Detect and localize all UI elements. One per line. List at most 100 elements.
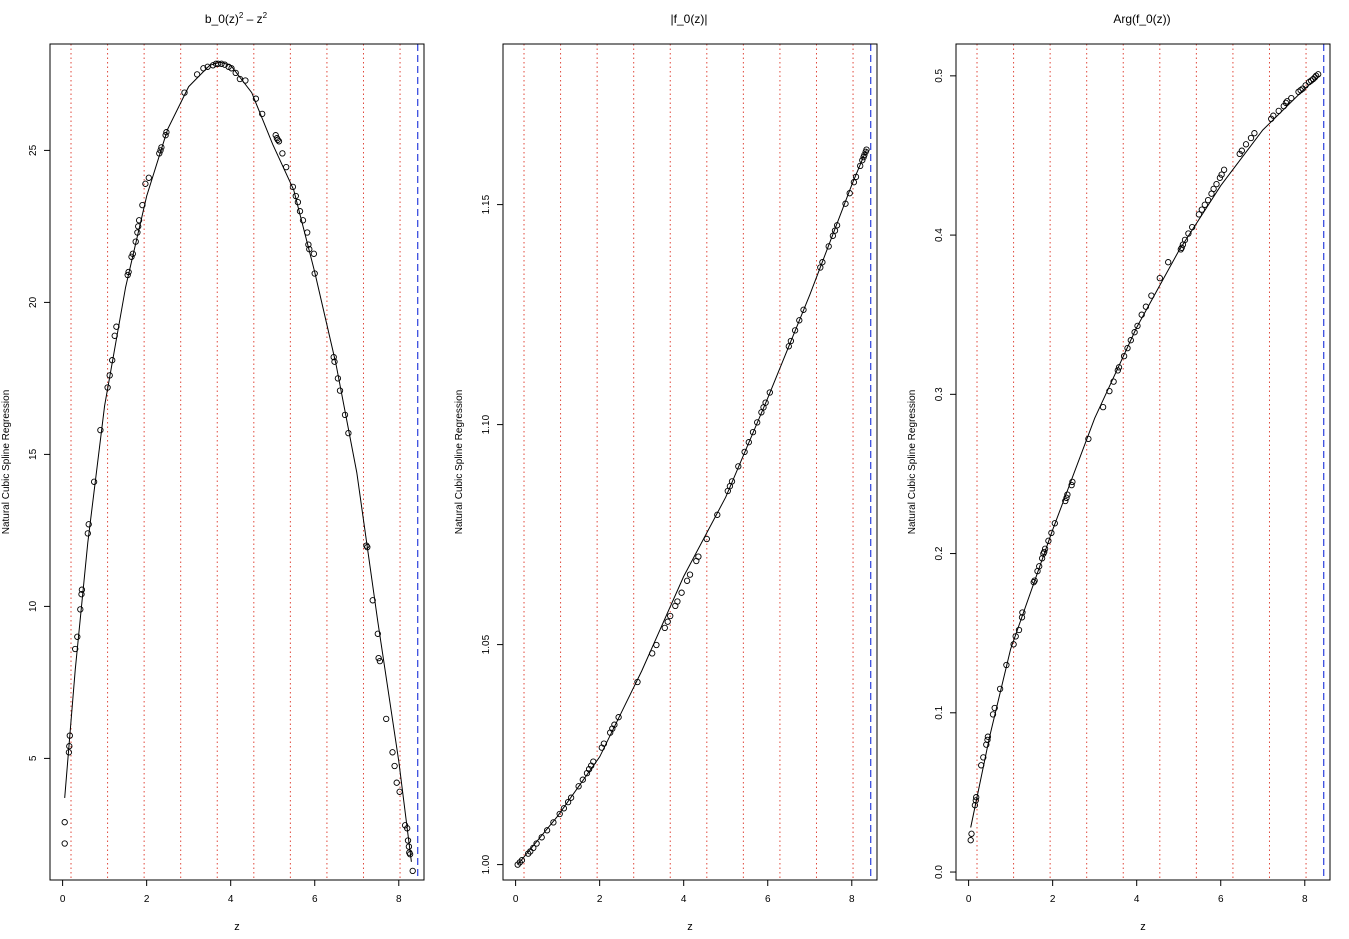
data-point [132, 238, 139, 245]
x-tick-label: 4 [1134, 894, 1140, 905]
data-point [1041, 545, 1049, 552]
data-point [575, 783, 582, 790]
data-point [829, 232, 837, 239]
data-point [983, 741, 990, 748]
data-point [157, 147, 164, 154]
data-point [842, 200, 849, 207]
data-point [156, 150, 163, 157]
data-point [831, 227, 839, 234]
data-point [819, 259, 826, 266]
y-tick-label: 1.00 [481, 854, 492, 874]
data-point [214, 60, 222, 67]
data-point [1051, 520, 1058, 527]
spline-fit-line [64, 61, 412, 862]
data-point [1247, 134, 1255, 142]
data-points [61, 60, 416, 875]
x-axis-label: z [234, 921, 240, 933]
data-point [1045, 537, 1052, 544]
data-point [304, 229, 311, 236]
data-point [1068, 481, 1075, 489]
data-point [1110, 378, 1117, 385]
x-axis: 0 2 4 6 8 [966, 879, 1308, 905]
data-point [560, 805, 568, 812]
panel-b0-squared: b_0(z)2 – z2 0 2 4 6 8 5 10 15 20 25 z Natural C… [1, 11, 425, 933]
x-tick-label: 0 [513, 894, 519, 905]
data-point [1275, 107, 1282, 115]
data-point [259, 110, 266, 118]
data-point [579, 776, 586, 783]
data-point [735, 463, 742, 470]
data-point [124, 271, 131, 279]
data-point [741, 448, 748, 456]
data-point [653, 641, 660, 649]
data-point [1015, 626, 1023, 634]
data-point [1062, 497, 1069, 505]
data-point [667, 612, 674, 620]
data-point [78, 586, 86, 593]
y-tick-label: 0.4 [934, 228, 945, 242]
data-point [228, 65, 235, 72]
panel-arg-f0: Arg(f_0(z)) 0 2 4 6 8 0.0 0.1 0.2 0.3 0.4 0.5 z N… [907, 12, 1331, 933]
data-point [852, 173, 860, 181]
data-point [283, 163, 290, 171]
data-point [1048, 529, 1055, 537]
data-point [567, 794, 575, 801]
y-axis-label: Natural Cubic Spline Regression [907, 390, 918, 535]
data-point [106, 372, 113, 379]
data-point [1064, 491, 1071, 498]
data-point [664, 618, 671, 625]
data-point [825, 243, 832, 250]
data-point [525, 850, 532, 857]
data-point [181, 89, 188, 96]
data-point [996, 685, 1004, 693]
data-point [1031, 577, 1038, 584]
y-tick-label: 0.3 [934, 387, 945, 401]
y-axis: 5 10 15 20 25 [28, 144, 51, 761]
data-point [66, 743, 73, 750]
data-point [389, 749, 396, 756]
data-point [1311, 74, 1319, 81]
data-point [1189, 223, 1196, 231]
x-tick-label: 2 [144, 894, 150, 905]
data-point [728, 478, 736, 485]
data-point [766, 389, 773, 396]
data-point [139, 201, 146, 209]
data-point [252, 95, 260, 102]
data-point [590, 758, 597, 765]
data-point [299, 217, 307, 224]
data-point [1315, 71, 1322, 78]
data-point [193, 71, 201, 78]
data-point [991, 704, 998, 712]
data-point [77, 606, 84, 613]
data-point [296, 208, 304, 215]
data-point [125, 268, 132, 276]
data-point [984, 736, 991, 744]
data-point [310, 250, 318, 257]
data-point [279, 150, 286, 157]
data-point [989, 711, 997, 718]
data-point [1268, 115, 1275, 122]
data-point [1198, 206, 1205, 213]
x-tick-label: 8 [849, 894, 855, 905]
data-point [762, 399, 769, 406]
data-point [550, 819, 557, 826]
data-point [135, 223, 142, 230]
data-point [404, 837, 412, 844]
data-point [1270, 112, 1277, 119]
data-point [1120, 352, 1128, 360]
data-point [859, 157, 866, 164]
data-point [514, 861, 521, 868]
x-axis: 0 2 4 6 8 [513, 879, 855, 905]
data-point [364, 543, 371, 551]
data-point [1114, 367, 1121, 374]
data-point [65, 749, 73, 756]
data-point [374, 630, 381, 637]
data-point [1131, 329, 1138, 336]
x-tick-label: 4 [228, 894, 234, 905]
x-tick-label: 6 [1218, 894, 1224, 905]
data-point [330, 353, 337, 361]
data-point [218, 60, 225, 67]
data-point [1012, 633, 1019, 640]
data-point [200, 65, 207, 72]
data-point [135, 217, 143, 224]
